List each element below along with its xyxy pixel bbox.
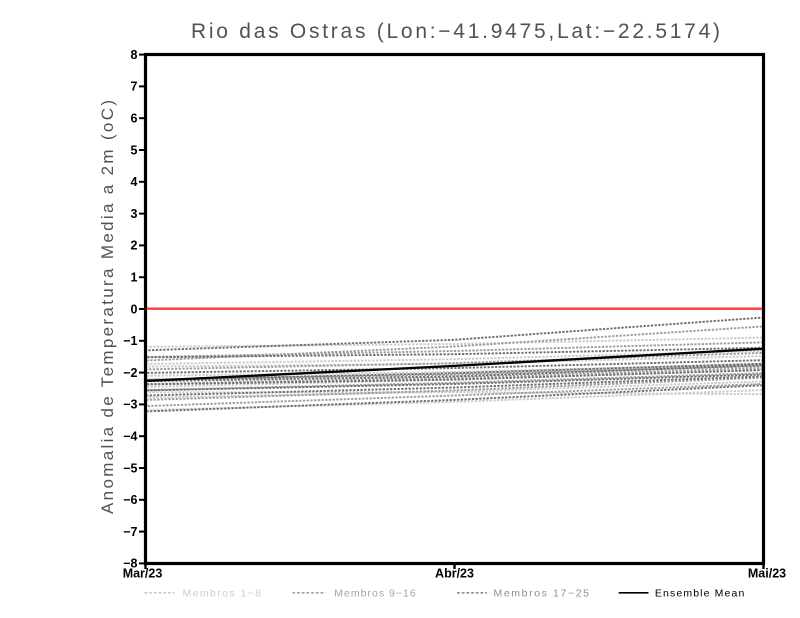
- svg-text:−7: −7: [123, 525, 137, 539]
- svg-text:Membros 17−25: Membros 17−25: [494, 588, 590, 600]
- svg-text:Abr/23: Abr/23: [435, 567, 474, 581]
- svg-text:−2: −2: [123, 366, 137, 380]
- svg-text:Mai/23: Mai/23: [748, 567, 786, 581]
- svg-text:Membros 1−8: Membros 1−8: [183, 588, 262, 600]
- svg-text:3: 3: [131, 207, 138, 221]
- svg-text:5: 5: [131, 143, 138, 157]
- svg-text:8: 8: [131, 48, 138, 62]
- svg-text:Ensemble Mean: Ensemble Mean: [655, 588, 745, 600]
- svg-text:7: 7: [131, 80, 138, 94]
- svg-text:0: 0: [131, 302, 138, 316]
- svg-text:−5: −5: [123, 461, 137, 475]
- svg-text:Rio das Ostras (Lon:−41.9475,L: Rio das Ostras (Lon:−41.9475,Lat:−22.517…: [191, 20, 720, 43]
- svg-text:6: 6: [131, 112, 138, 126]
- svg-text:Membros 9−16: Membros 9−16: [334, 588, 416, 600]
- svg-text:2: 2: [131, 239, 138, 253]
- svg-text:Mar/23: Mar/23: [123, 567, 163, 581]
- svg-text:−3: −3: [123, 398, 137, 412]
- svg-text:Anomalia de Temperatura Media: Anomalia de Temperatura Media a 2m (oC): [98, 100, 117, 514]
- svg-text:−1: −1: [123, 334, 137, 348]
- svg-text:−8: −8: [123, 557, 137, 571]
- svg-text:−6: −6: [123, 493, 137, 507]
- svg-text:−4: −4: [123, 430, 137, 444]
- svg-text:4: 4: [131, 175, 138, 189]
- svg-text:1: 1: [131, 271, 138, 285]
